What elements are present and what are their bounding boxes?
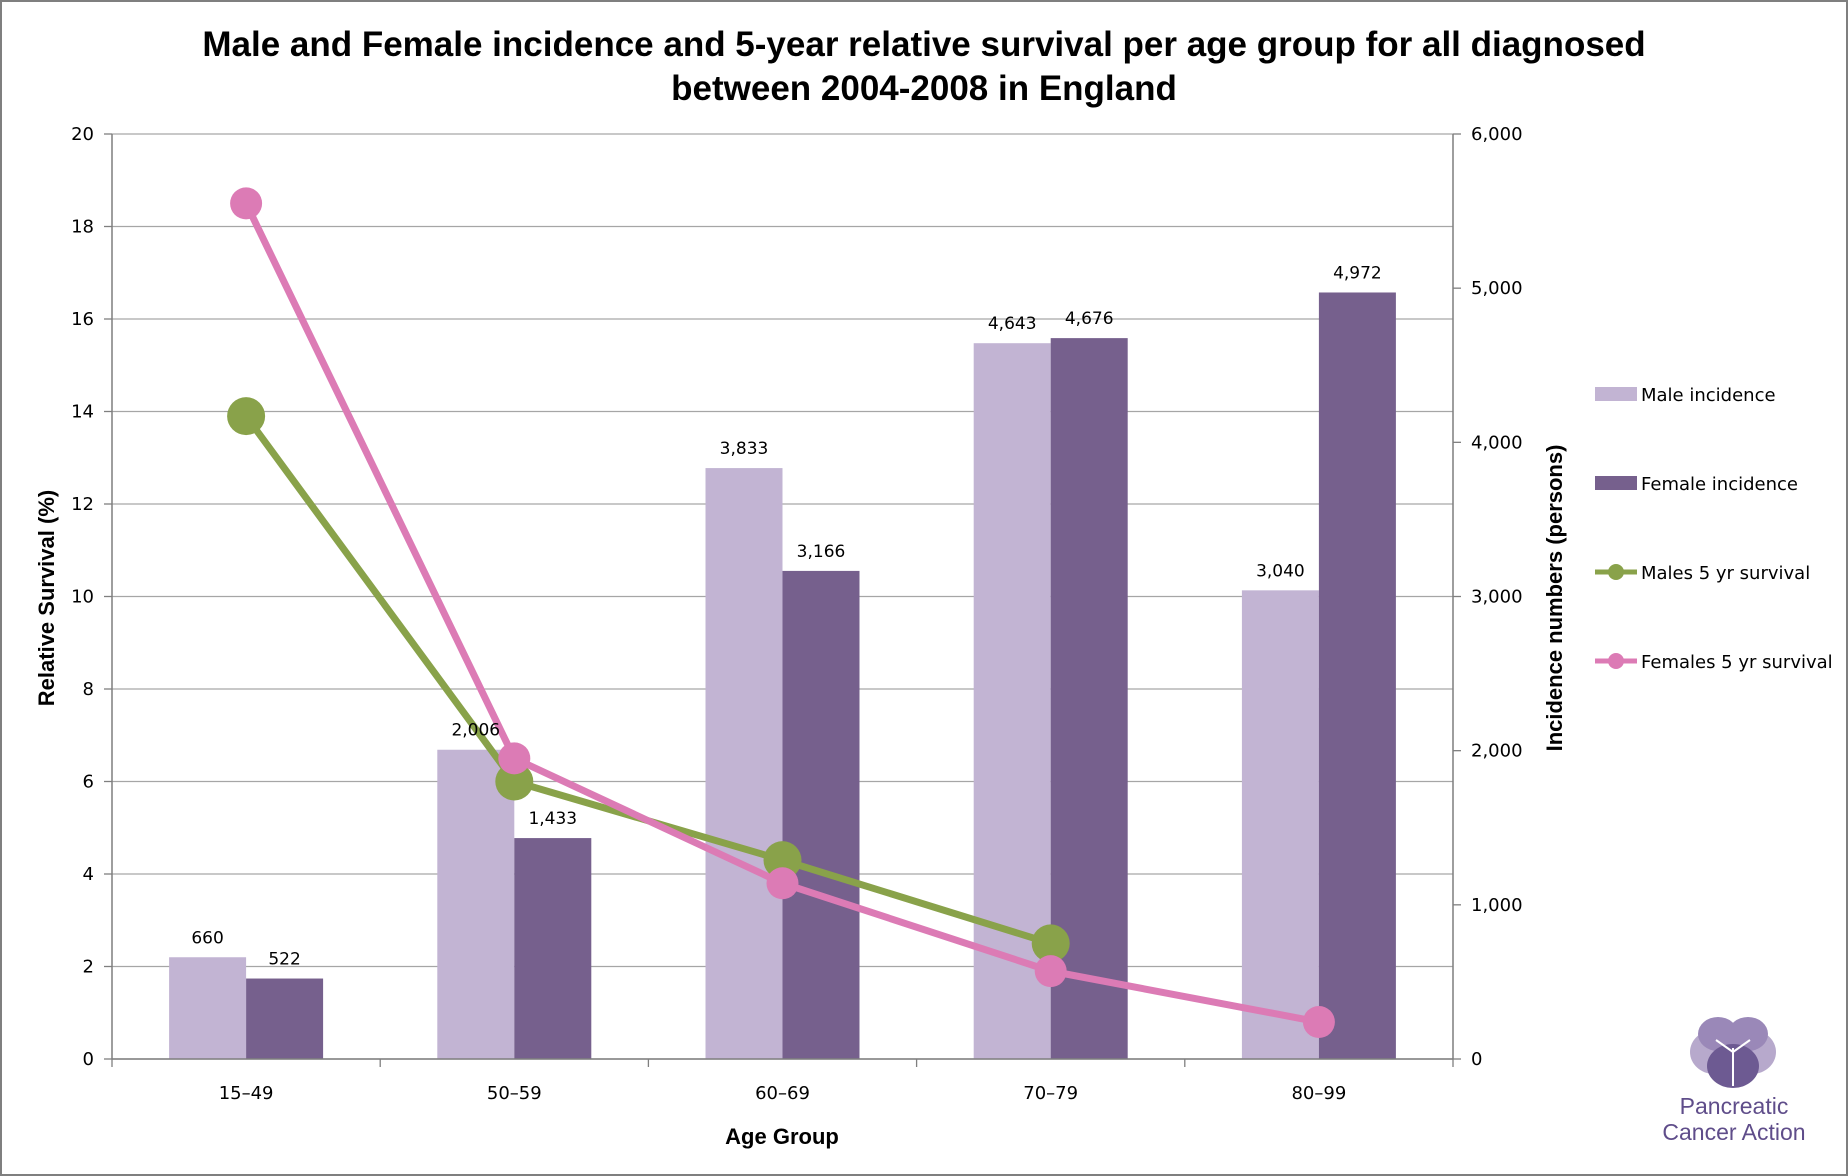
legend-swatch-female-incidence <box>1595 476 1637 490</box>
x-axis-tick-label: 70–79 <box>1023 1083 1078 1104</box>
data-label-male-incidence: 660 <box>191 928 223 948</box>
bar-male-incidence <box>705 468 783 1059</box>
bar-female-incidence <box>246 978 324 1059</box>
pancreatic-cancer-action-logo: Pancreatic Cancer Action <box>1662 1017 1806 1145</box>
point-males-survival <box>495 762 534 801</box>
y-axis-right-tick-label: 3,000 <box>1471 587 1523 608</box>
data-label-male-incidence: 3,040 <box>1256 561 1305 581</box>
point-females-survival <box>1302 1006 1335 1038</box>
y-axis-left-title: Relative Survival (%) <box>34 490 59 706</box>
x-axis-tick-label: 60–69 <box>755 1083 810 1104</box>
logo-line-2: Cancer Action <box>1662 1119 1805 1145</box>
bars <box>169 292 1396 1059</box>
y-axis-left-tick-label: 10 <box>71 587 94 608</box>
data-label-male-incidence: 3,833 <box>720 439 769 459</box>
legend-label-males-survival: Males 5 yr survival <box>1641 563 1810 584</box>
y-axis-left-tick-label: 6 <box>83 772 94 793</box>
data-label-female-incidence: 522 <box>268 950 300 970</box>
y-axis-right-tick-label: 5,000 <box>1471 278 1523 299</box>
legend-marker-males-survival <box>1608 564 1624 580</box>
point-females-survival <box>766 867 799 900</box>
y-axis-left-tick-label: 2 <box>83 957 94 978</box>
point-males-survival <box>1031 924 1070 963</box>
point-males-survival <box>763 841 802 880</box>
data-label-male-incidence: 4,643 <box>988 314 1037 334</box>
data-labels: 660 2,006 3,833 4,643 3,040 522 1,433 3,166 4,67… <box>191 263 1381 969</box>
y-axis-right-tick-label: 0 <box>1471 1049 1482 1070</box>
logo-line-1: Pancreatic <box>1680 1093 1789 1119</box>
y-axis-left-tick-label: 0 <box>83 1049 94 1070</box>
chart-title-line-2: between 2004-2008 in England <box>671 69 1177 108</box>
y-axis-left-tick-label: 20 <box>71 124 94 145</box>
bar-male-incidence <box>1241 590 1319 1059</box>
x-axis-tick-label: 80–99 <box>1291 1083 1346 1104</box>
legend-label-female-incidence: Female incidence <box>1641 474 1798 495</box>
y-axis-right-tick-label: 4,000 <box>1471 432 1523 453</box>
chart-title-line-1: Male and Female incidence and 5-year rel… <box>202 25 1645 64</box>
legend-label-male-incidence: Male incidence <box>1641 385 1776 406</box>
point-males-survival <box>227 397 266 436</box>
legend: Male incidence Female incidence Males 5 yr… <box>1595 385 1833 673</box>
axes <box>104 133 1461 1067</box>
legend-marker-females-survival <box>1608 653 1624 669</box>
legend-swatch-male-incidence <box>1595 387 1637 401</box>
bar-male-incidence <box>437 749 515 1059</box>
data-label-male-incidence: 2,006 <box>451 721 500 741</box>
point-females-survival <box>230 187 263 220</box>
data-label-female-incidence: 3,166 <box>797 542 846 562</box>
point-females-survival <box>1034 955 1067 988</box>
x-axis-title: Age Group <box>725 1124 839 1149</box>
point-females-survival <box>498 742 531 775</box>
y-axis-right-tick-label: 1,000 <box>1471 895 1523 916</box>
y-axis-right-title: Incidence numbers (persons) <box>1542 445 1567 752</box>
x-axis-tick-label: 15–49 <box>219 1083 274 1104</box>
tick-labels: 0 2 4 6 8 10 12 14 16 18 20 0 1,000 2,000 3,000 4,000 5,… <box>71 124 1522 1104</box>
legend-label-females-survival: Females 5 yr survival <box>1641 652 1833 673</box>
y-axis-left-tick-label: 12 <box>71 494 94 515</box>
y-axis-left-tick-label: 8 <box>83 679 94 700</box>
data-label-female-incidence: 1,433 <box>528 809 577 829</box>
y-axis-left-tick-label: 4 <box>83 864 94 885</box>
bar-male-incidence <box>169 957 247 1059</box>
bar-female-incidence <box>514 838 592 1059</box>
bar-female-incidence <box>782 570 860 1059</box>
bar-female-incidence <box>1318 292 1396 1059</box>
data-label-female-incidence: 4,676 <box>1065 309 1114 329</box>
y-axis-left-tick-label: 16 <box>71 309 94 330</box>
survival-lines <box>227 187 1335 1038</box>
x-axis-tick-label: 50–59 <box>487 1083 542 1104</box>
y-axis-left-tick-label: 14 <box>71 402 94 423</box>
data-label-female-incidence: 4,972 <box>1333 263 1382 283</box>
y-axis-right-tick-label: 2,000 <box>1471 741 1523 762</box>
y-axis-right-tick-label: 6,000 <box>1471 124 1523 145</box>
pansy-icon <box>1690 1017 1776 1088</box>
y-axis-left-tick-label: 18 <box>71 217 94 238</box>
